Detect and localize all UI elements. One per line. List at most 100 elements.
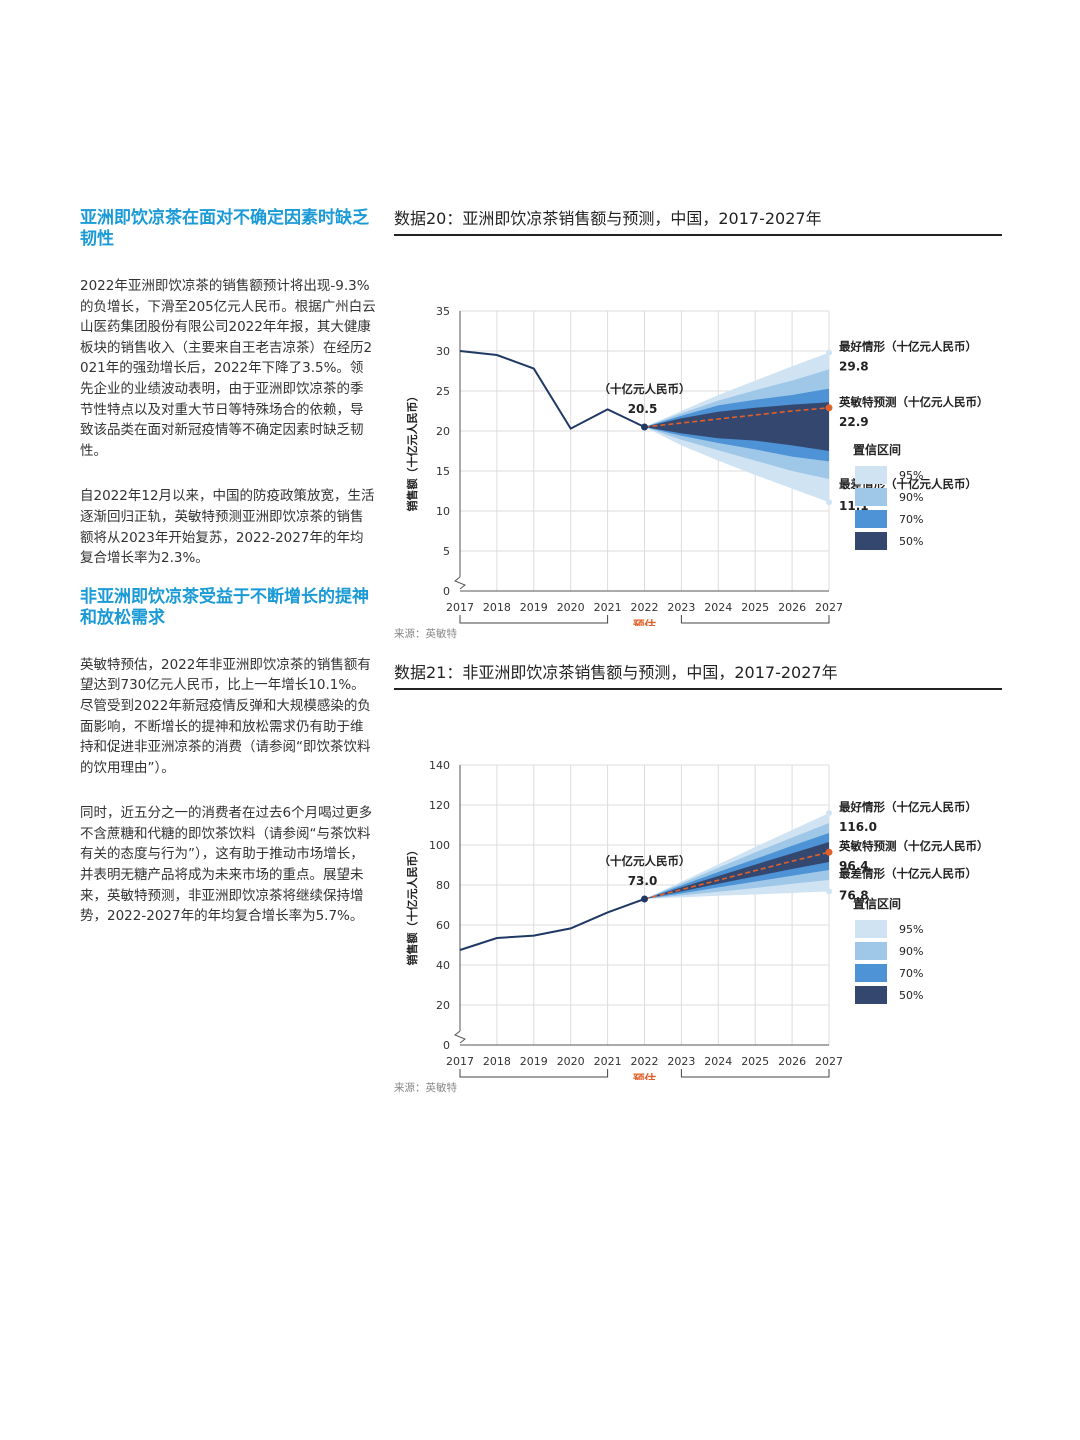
- y-axis-title: 销售额（十亿元人民币）: [405, 845, 419, 966]
- confidence-band-ci70: [644, 833, 829, 899]
- legend-label: 70%: [899, 967, 923, 980]
- x-tick-label: 2020: [557, 601, 585, 614]
- best-case-label: 最好情形（十亿元人民币）: [839, 340, 977, 354]
- legend-label: 50%: [899, 989, 923, 1002]
- figures-column: 数据20：亚洲即饮凉茶销售额与预测，中国，2017-2027年 0 5 10 15 20…: [394, 206, 1002, 1095]
- estimate-value: 20.5: [628, 402, 658, 416]
- y-tick-label: 35: [436, 305, 450, 318]
- x-tick-label: 2018: [483, 601, 511, 614]
- period-estimate-label: 预估: [633, 1072, 656, 1080]
- period-estimate-label: 预估: [633, 618, 656, 626]
- fan-chart: 0 20 40 60 80 100 120 140 2017 2018 2019 2020 2021 20…: [405, 759, 989, 1080]
- legend-swatch: [855, 488, 887, 506]
- x-tick-label: 2021: [594, 601, 622, 614]
- worst-case-value: 76.8: [839, 888, 869, 902]
- source-note: 来源：英敏特: [394, 628, 457, 640]
- figure-21: 数据21：非亚洲即饮凉茶销售额与预测，中国，2017-2027年 0 20 40 60…: [394, 660, 1002, 1095]
- legend-label: 90%: [899, 945, 923, 958]
- legend-title: 置信区间: [853, 896, 901, 911]
- y-tick-label: 15: [436, 465, 450, 478]
- figure-20: 数据20：亚洲即饮凉茶销售额与预测，中国，2017-2027年 0 5 10 15 20…: [394, 206, 1002, 660]
- legend-swatch: [855, 920, 887, 938]
- forecast-point: [825, 404, 833, 412]
- x-tick-label: 2027: [815, 601, 843, 614]
- estimate-value: 73.0: [628, 874, 658, 888]
- mid-case-value: 96.4: [839, 859, 869, 873]
- y-tick-label: 25: [436, 385, 450, 398]
- legend-swatch: [855, 942, 887, 960]
- legend-label: 90%: [899, 491, 923, 504]
- y-tick-label: 0: [443, 585, 450, 598]
- actual-series-line: [459, 350, 645, 430]
- confidence-band-ci50: [644, 402, 829, 451]
- chart-container: 0 20 40 60 80 100 120 140 2017 2018 2019 2020 2021 20…: [394, 690, 1002, 1080]
- figure-title: 数据21：非亚洲即饮凉茶销售额与预测，中国，2017-2027年: [394, 663, 838, 682]
- x-tick-label: 2018: [483, 1055, 511, 1068]
- forecast-bracket: [680, 615, 830, 624]
- y-tick-label: 20: [436, 425, 450, 438]
- y-axis-title: 销售额（十亿元人民币）: [405, 391, 419, 512]
- section-title: 亚洲即饮凉茶在面对不确定因素时缺乏韧性: [80, 208, 369, 249]
- forecast-bracket: [680, 1069, 830, 1078]
- paragraph: 2022年亚洲即饮凉茶的销售额预计将出现-9.3%的负增长，下滑至205亿元人民…: [80, 278, 376, 459]
- x-tick-label: 2017: [446, 1055, 474, 1068]
- legend-swatch: [855, 986, 887, 1004]
- x-tick-label: 2023: [667, 1055, 695, 1068]
- paragraph: 自2022年12月以来，中国的防疫政策放宽，生活逐渐回归正轨，英敏特预测亚洲即饮…: [80, 488, 375, 567]
- x-tick-label: 2019: [520, 601, 548, 614]
- legend-swatch: [855, 466, 887, 484]
- x-tick-label: 2026: [778, 601, 806, 614]
- axis-break: [454, 1030, 466, 1044]
- x-tick-label: 2027: [815, 1055, 843, 1068]
- paragraph: 英敏特预估，2022年非亚洲即饮凉茶的销售额有望达到730亿元人民币，比上一年增…: [80, 656, 371, 776]
- mid-case-label: 英敏特预测（十亿元人民币）: [838, 839, 989, 853]
- y-tick-label: 100: [429, 839, 450, 852]
- actual-bracket: [459, 615, 609, 624]
- worst-case-label: 最差情形（十亿元人民币）: [839, 866, 977, 880]
- worst-case-point: [826, 499, 832, 506]
- x-tick-label: 2025: [741, 1055, 769, 1068]
- x-tick-label: 2022: [631, 1055, 659, 1068]
- legend-swatch: [855, 532, 887, 550]
- x-tick-label: 2019: [520, 1055, 548, 1068]
- best-case-point: [826, 810, 832, 816]
- x-tick-label: 2020: [557, 1055, 585, 1068]
- y-tick-label: 5: [443, 545, 450, 558]
- title-rule: [394, 234, 1002, 236]
- estimate-point: [641, 895, 648, 903]
- source-note: 来源：英敏特: [394, 1082, 457, 1094]
- section-title: 非亚洲即饮凉茶受益于不断增长的提神和放松需求: [80, 586, 369, 628]
- legend-label: 50%: [899, 535, 923, 548]
- actual-bracket: [459, 1069, 609, 1078]
- forecast-series-line: [644, 407, 830, 428]
- y-tick-label: 30: [436, 345, 450, 358]
- estimate-label: （十亿元人民币）: [599, 382, 691, 396]
- y-tick-label: 20: [436, 999, 450, 1012]
- forecast-point: [825, 848, 833, 856]
- best-case-label: 最好情形（十亿元人民币）: [839, 800, 977, 814]
- chart-container: 0 5 10 15 20 25 30 35 2017 2018 2019 2020 2021 2022 20…: [394, 236, 1002, 626]
- article-column: 亚洲即饮凉茶在面对不确定因素时缺乏韧性 2022年亚洲即饮凉茶的销售额预计将出现…: [80, 208, 376, 952]
- estimate-label: （十亿元人民币）: [599, 854, 691, 868]
- x-tick-label: 2021: [594, 1055, 622, 1068]
- best-case-value: 116.0: [839, 820, 877, 834]
- y-tick-label: 80: [436, 879, 450, 892]
- estimate-point: [641, 423, 648, 431]
- y-tick-label: 120: [429, 799, 450, 812]
- confidence-band-ci90: [644, 823, 829, 899]
- x-tick-label: 2024: [704, 601, 732, 614]
- legend-swatch: [855, 964, 887, 982]
- legend-title: 置信区间: [853, 442, 901, 457]
- best-case-value: 29.8: [839, 360, 869, 374]
- confidence-band-ci50: [644, 842, 829, 899]
- legend-label: 70%: [899, 513, 923, 526]
- figure-title: 数据20：亚洲即饮凉茶销售额与预测，中国，2017-2027年: [394, 209, 822, 228]
- best-case-point: [826, 349, 832, 356]
- x-tick-label: 2024: [704, 1055, 732, 1068]
- legend-swatch: [855, 510, 887, 528]
- legend-label: 95%: [899, 469, 923, 482]
- mid-case-value: 22.9: [839, 415, 869, 429]
- x-tick-label: 2017: [446, 601, 474, 614]
- axis-break: [454, 576, 466, 590]
- x-tick-label: 2026: [778, 1055, 806, 1068]
